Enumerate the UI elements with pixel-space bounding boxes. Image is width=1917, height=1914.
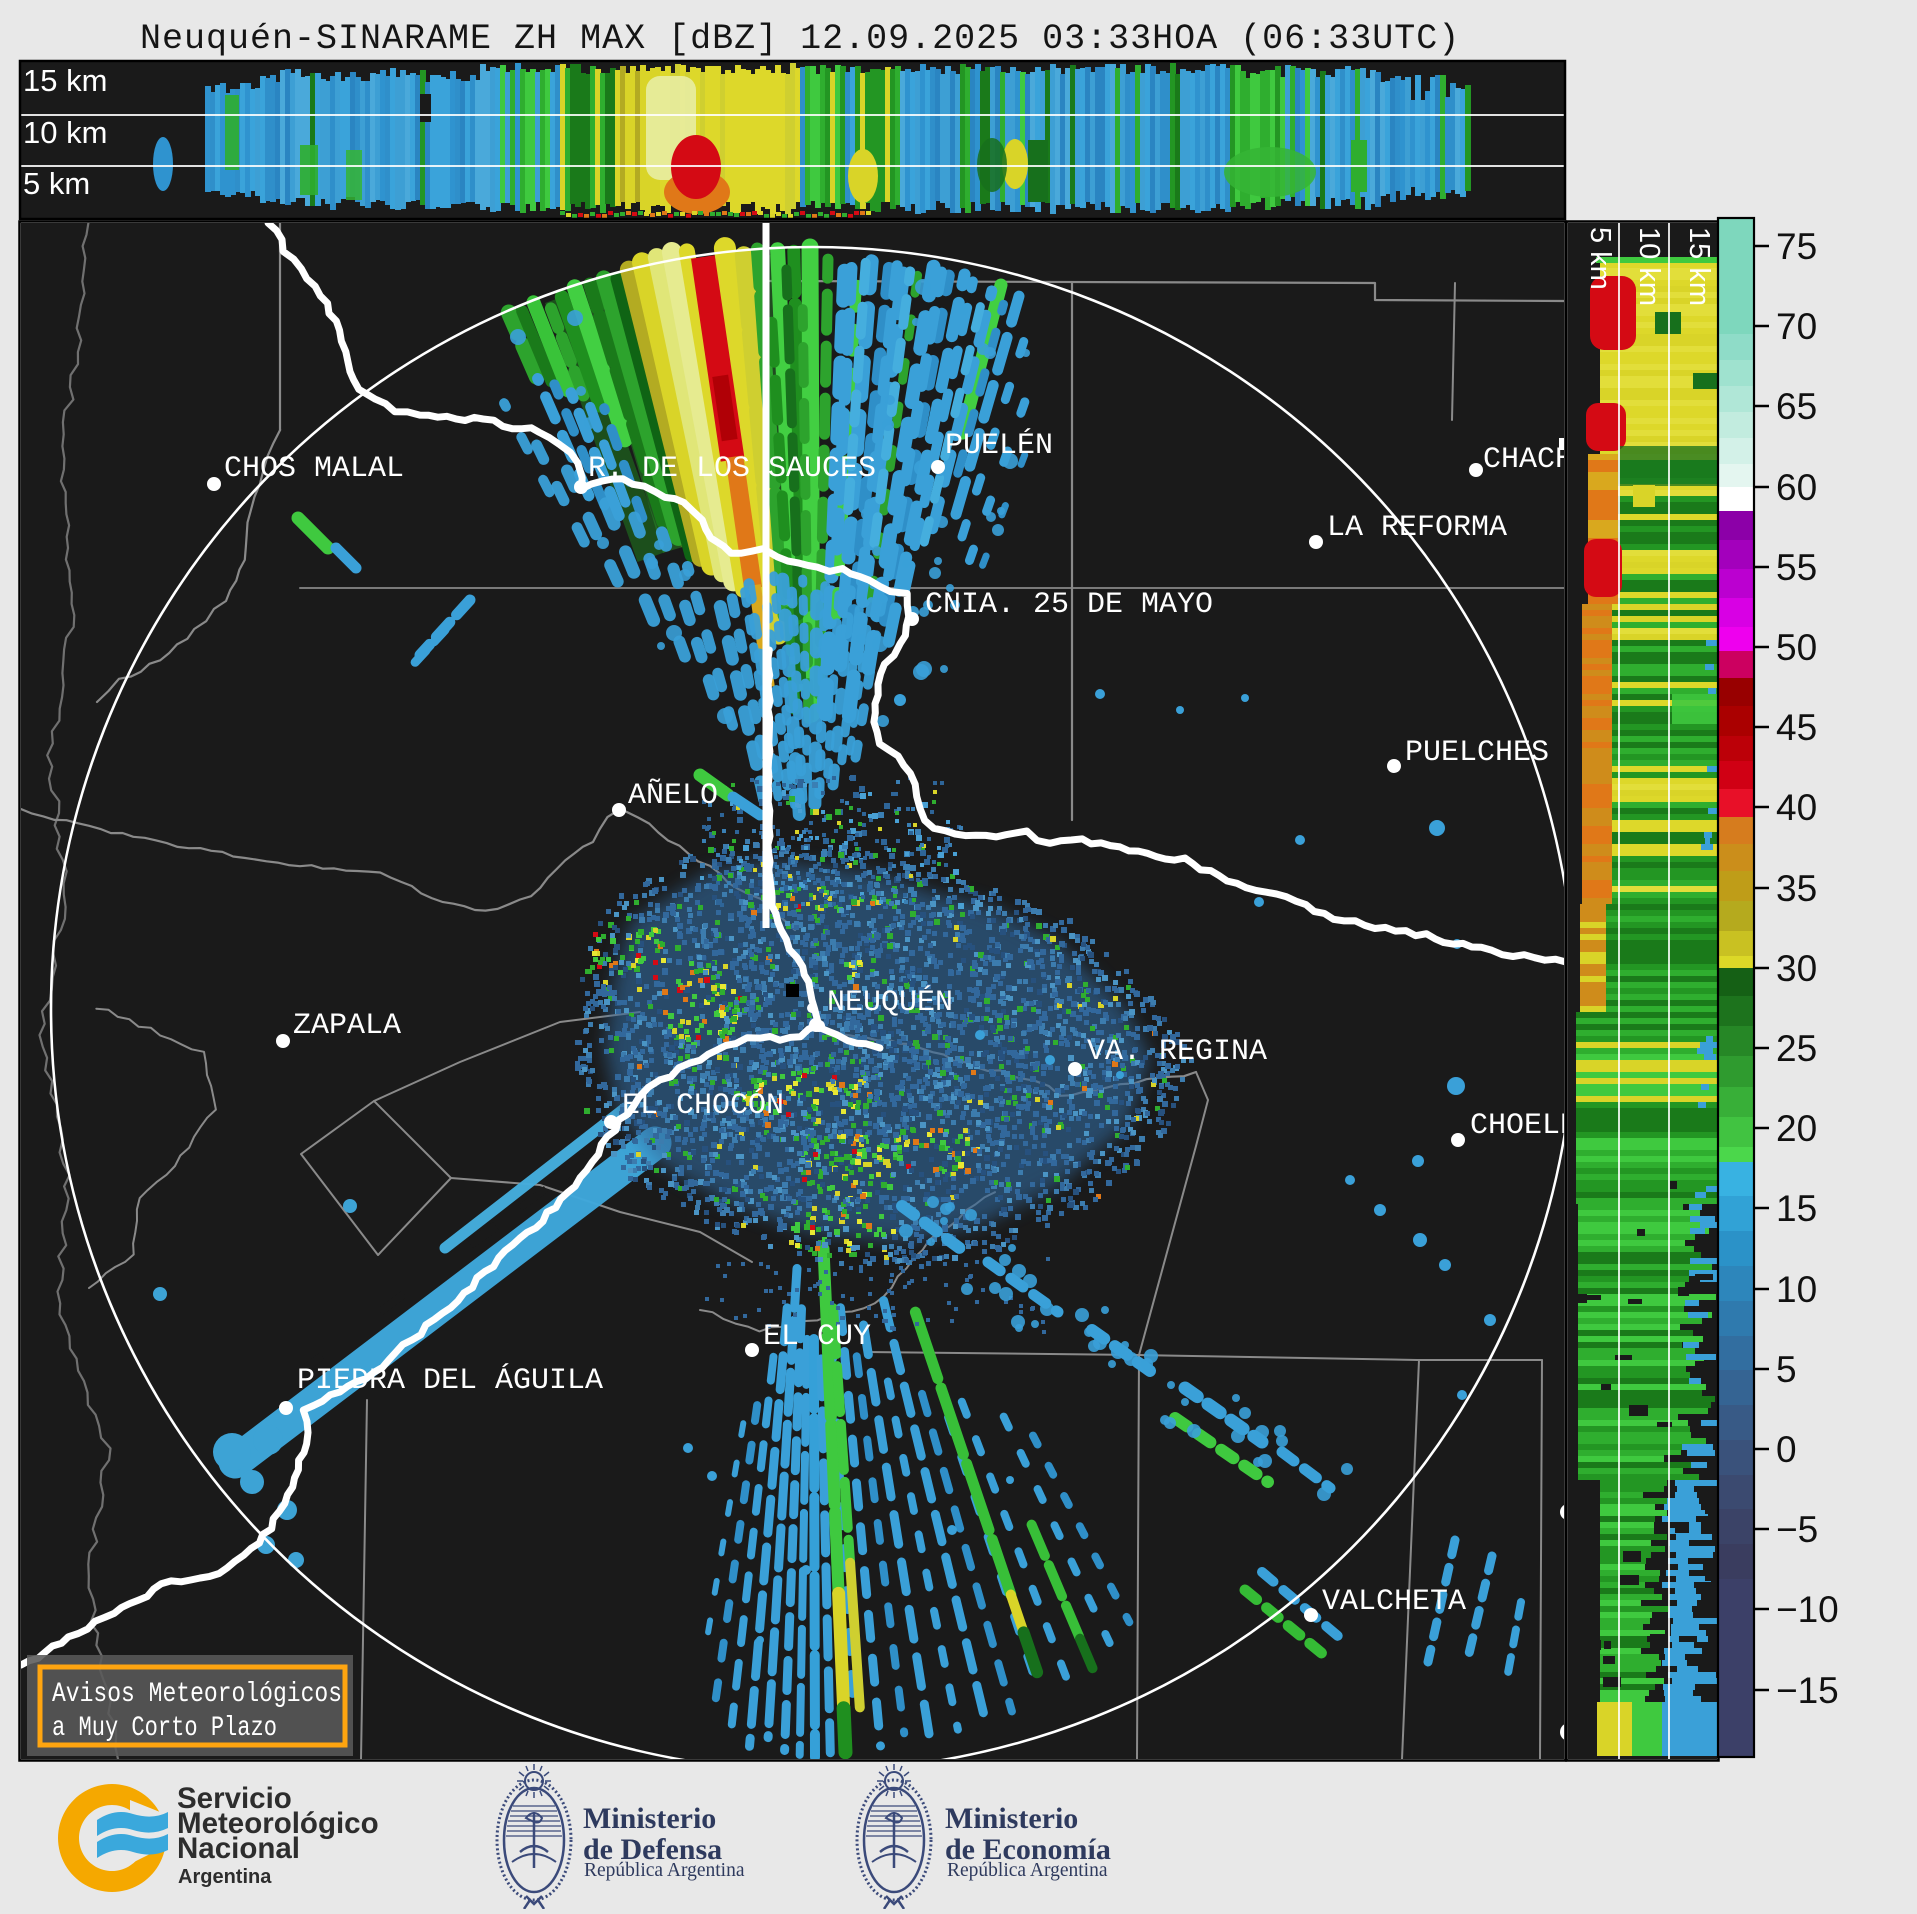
svg-text:PUELÉN: PUELÉN xyxy=(945,428,1053,463)
svg-text:EL CHOCÓN: EL CHOCÓN xyxy=(622,1088,784,1123)
svg-text:Avisos Meteorológicos: Avisos Meteorológicos xyxy=(52,1679,342,1710)
svg-text:10 km: 10 km xyxy=(23,115,107,150)
svg-text:NEUQUÉN: NEUQUÉN xyxy=(827,985,953,1020)
svg-text:VALCHETA: VALCHETA xyxy=(1322,1585,1466,1619)
svg-text:R. DE LOS SAUCES: R. DE LOS SAUCES xyxy=(588,452,876,486)
svg-text:5 km: 5 km xyxy=(23,166,90,201)
svg-text:ZAPALA: ZAPALA xyxy=(293,1009,401,1043)
svg-text:a Muy Corto Plazo: a Muy Corto Plazo xyxy=(52,1713,277,1744)
svg-text:15 km: 15 km xyxy=(23,63,107,98)
svg-text:EL CUY: EL CUY xyxy=(763,1320,871,1354)
svg-text:Neuquén-SINARAME ZH MAX [dBZ]: Neuquén-SINARAME ZH MAX [dBZ] 12.09.2025… xyxy=(140,19,1460,59)
svg-text:PIEDRA DEL ÁGUILA: PIEDRA DEL ÁGUILA xyxy=(297,1363,603,1398)
svg-text:CNIA. 25 DE MAYO: CNIA. 25 DE MAYO xyxy=(925,588,1213,622)
svg-text:PUELCHES: PUELCHES xyxy=(1405,736,1549,770)
svg-text:AÑELO: AÑELO xyxy=(628,778,718,813)
svg-text:LA REFORMA: LA REFORMA xyxy=(1327,511,1507,545)
svg-text:VA. REGINA: VA. REGINA xyxy=(1087,1035,1267,1069)
svg-text:CHOS MALAL: CHOS MALAL xyxy=(224,452,404,486)
